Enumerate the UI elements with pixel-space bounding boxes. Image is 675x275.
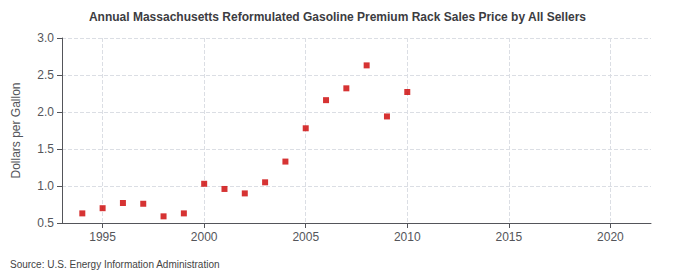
svg-text:2000: 2000 <box>191 230 218 244</box>
svg-text:2.5: 2.5 <box>37 68 54 82</box>
svg-text:Source: U.S. Energy Informatio: Source: U.S. Energy Information Administ… <box>10 259 220 270</box>
svg-text:Dollars per Gallon: Dollars per Gallon <box>9 82 23 178</box>
svg-text:1995: 1995 <box>89 230 116 244</box>
svg-text:Annual Massachusetts Reformula: Annual Massachusetts Reformulated Gasoli… <box>89 10 586 24</box>
svg-text:2005: 2005 <box>292 230 319 244</box>
svg-text:0.5: 0.5 <box>37 216 54 230</box>
svg-text:2015: 2015 <box>495 230 522 244</box>
svg-text:2.0: 2.0 <box>37 105 54 119</box>
svg-text:1.0: 1.0 <box>37 179 54 193</box>
svg-text:3.0: 3.0 <box>37 31 54 45</box>
svg-text:2020: 2020 <box>597 230 624 244</box>
svg-text:1.5: 1.5 <box>37 142 54 156</box>
svg-text:2010: 2010 <box>394 230 421 244</box>
